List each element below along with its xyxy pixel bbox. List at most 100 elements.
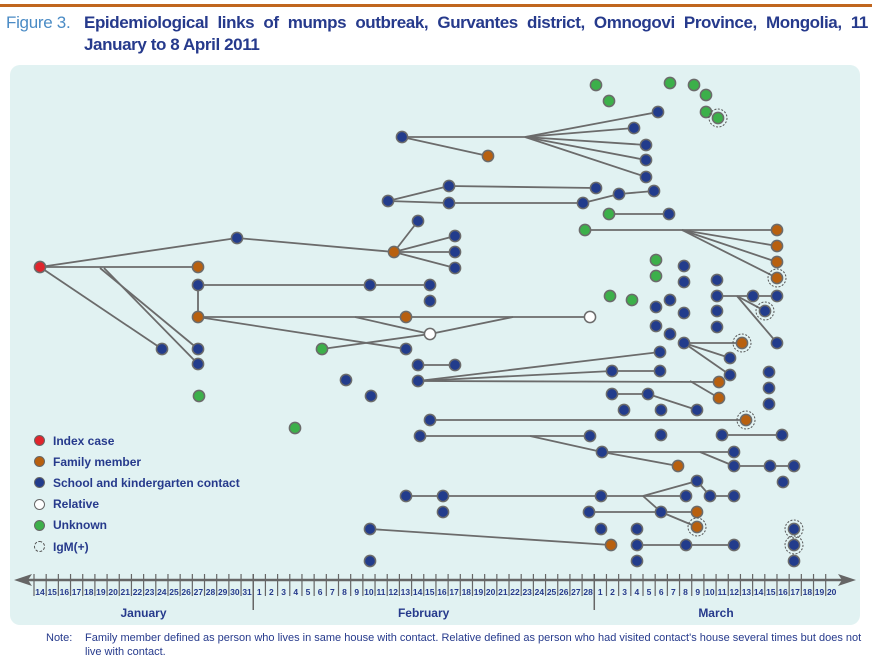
case-node-school-contact: [663, 293, 677, 307]
day-tick-label: 16: [778, 587, 788, 597]
case-node-school-contact: [703, 489, 717, 503]
case-node-school-contact: [727, 445, 741, 459]
day-tick-label: 23: [145, 587, 155, 597]
case-node-school-contact: [641, 387, 655, 401]
legend-label: Index case: [53, 433, 115, 448]
case-node-school-contact: [710, 273, 724, 287]
case-node-unknown: [589, 78, 603, 92]
transmission-link: [387, 185, 450, 202]
case-node-school-contact: [191, 278, 205, 292]
legend-label: Family member: [53, 454, 142, 469]
transmission-link: [39, 237, 238, 268]
day-tick-label: 19: [474, 587, 484, 597]
case-node-school-contact: [690, 474, 704, 488]
case-node-school-contact: [230, 231, 244, 245]
case-node-unknown: [192, 389, 206, 403]
transmission-link: [736, 295, 778, 344]
case-node-school-contact: [594, 522, 608, 536]
case-node-school-contact: [399, 342, 413, 356]
transmission-link: [393, 220, 419, 253]
day-tick-label: 9: [695, 587, 700, 597]
case-node-school-contact: [763, 459, 777, 473]
case-node-school-contact: [363, 522, 377, 536]
legend-label: School and kindergarten contact: [53, 475, 240, 490]
case-node-school-contact: [770, 289, 784, 303]
day-tick-label: 4: [293, 587, 298, 597]
day-tick-label: 26: [559, 587, 569, 597]
month-label: March: [698, 606, 734, 620]
case-node-school-contact: [653, 364, 667, 378]
axis-ticks: 14 15 16 17 18 19 20 21 22 23 24 25 26 27 28 29 30 31 1 2 3 4…: [33, 574, 837, 610]
case-node-school-contact: [605, 364, 619, 378]
transmission-link: [429, 316, 514, 335]
case-node-unknown: [699, 88, 713, 102]
day-tick-label: 25: [547, 587, 557, 597]
legend-item-unknown: Unknown: [34, 515, 240, 536]
day-tick-label: 5: [647, 587, 652, 597]
case-node-family-member: [690, 505, 704, 519]
legend-marker-icon: [34, 456, 45, 468]
transmission-link: [387, 200, 450, 204]
note-label: Note:: [46, 632, 73, 644]
title-rule: [0, 4, 872, 7]
case-node-school-contact: [411, 358, 425, 372]
day-tick-label: 12: [730, 587, 740, 597]
transmission-link: [401, 136, 489, 157]
case-node-relative: [583, 310, 597, 324]
transmission-link: [683, 342, 731, 376]
day-tick-label: 11: [377, 587, 386, 597]
transmission-link: [354, 316, 431, 335]
transmission-link: [683, 342, 731, 359]
transmission-link: [417, 370, 613, 382]
case-node-school-contact: [363, 278, 377, 292]
case-node-school-contact: [423, 413, 437, 427]
day-tick-label: 18: [803, 587, 813, 597]
case-node-school-contact: [723, 351, 737, 365]
case-node-school-contact: [436, 489, 450, 503]
day-tick-label: 28: [206, 587, 216, 597]
transmission-link: [448, 185, 597, 189]
case-node-school-contact: [758, 304, 772, 318]
case-node-school-contact: [639, 170, 653, 184]
case-node-school-contact: [654, 403, 668, 417]
transmission-link: [681, 229, 778, 247]
transmission-link: [369, 528, 612, 546]
case-node-school-contact: [662, 207, 676, 221]
case-node-family-member: [399, 310, 413, 324]
day-tick-label: 18: [462, 587, 472, 597]
case-node-school-contact: [399, 489, 413, 503]
case-node-school-contact: [582, 505, 596, 519]
day-tick-label: 22: [510, 587, 520, 597]
transmission-link: [39, 266, 163, 350]
igm-positive-ring: [732, 333, 752, 353]
case-node-school-contact: [411, 214, 425, 228]
figure-title-text: Epidemiological links of mumps outbreak,…: [84, 13, 868, 54]
case-node-school-contact: [617, 403, 631, 417]
axis-arrow-left-icon: [14, 574, 32, 586]
case-node-school-contact: [723, 368, 737, 382]
case-node-unknown: [625, 293, 639, 307]
transmission-link: [681, 229, 778, 263]
case-node-school-contact: [770, 336, 784, 350]
day-tick-label: 14: [35, 587, 45, 597]
case-node-school-contact: [787, 459, 801, 473]
igm-positive-ring: [687, 517, 707, 537]
transmission-link: [417, 351, 661, 382]
day-tick-label: 2: [269, 587, 274, 597]
day-tick-label: 27: [194, 587, 204, 597]
transmission-link: [321, 333, 431, 350]
day-tick-label: 18: [84, 587, 94, 597]
case-node-school-contact: [727, 489, 741, 503]
legend-item-school-and-kindergarten-contact: School and kindergarten contact: [34, 472, 240, 493]
month-label: January: [120, 606, 167, 620]
case-node-family-member: [690, 520, 704, 534]
legend-label: Relative: [53, 497, 100, 512]
transmission-link: [601, 451, 679, 467]
case-node-school-contact: [395, 130, 409, 144]
transmission-link: [393, 251, 456, 269]
case-node-school-contact: [630, 554, 644, 568]
day-tick-label: 10: [705, 587, 715, 597]
case-node-school-contact: [677, 275, 691, 289]
case-node-family-member: [770, 239, 784, 253]
case-node-school-contact: [649, 319, 663, 333]
